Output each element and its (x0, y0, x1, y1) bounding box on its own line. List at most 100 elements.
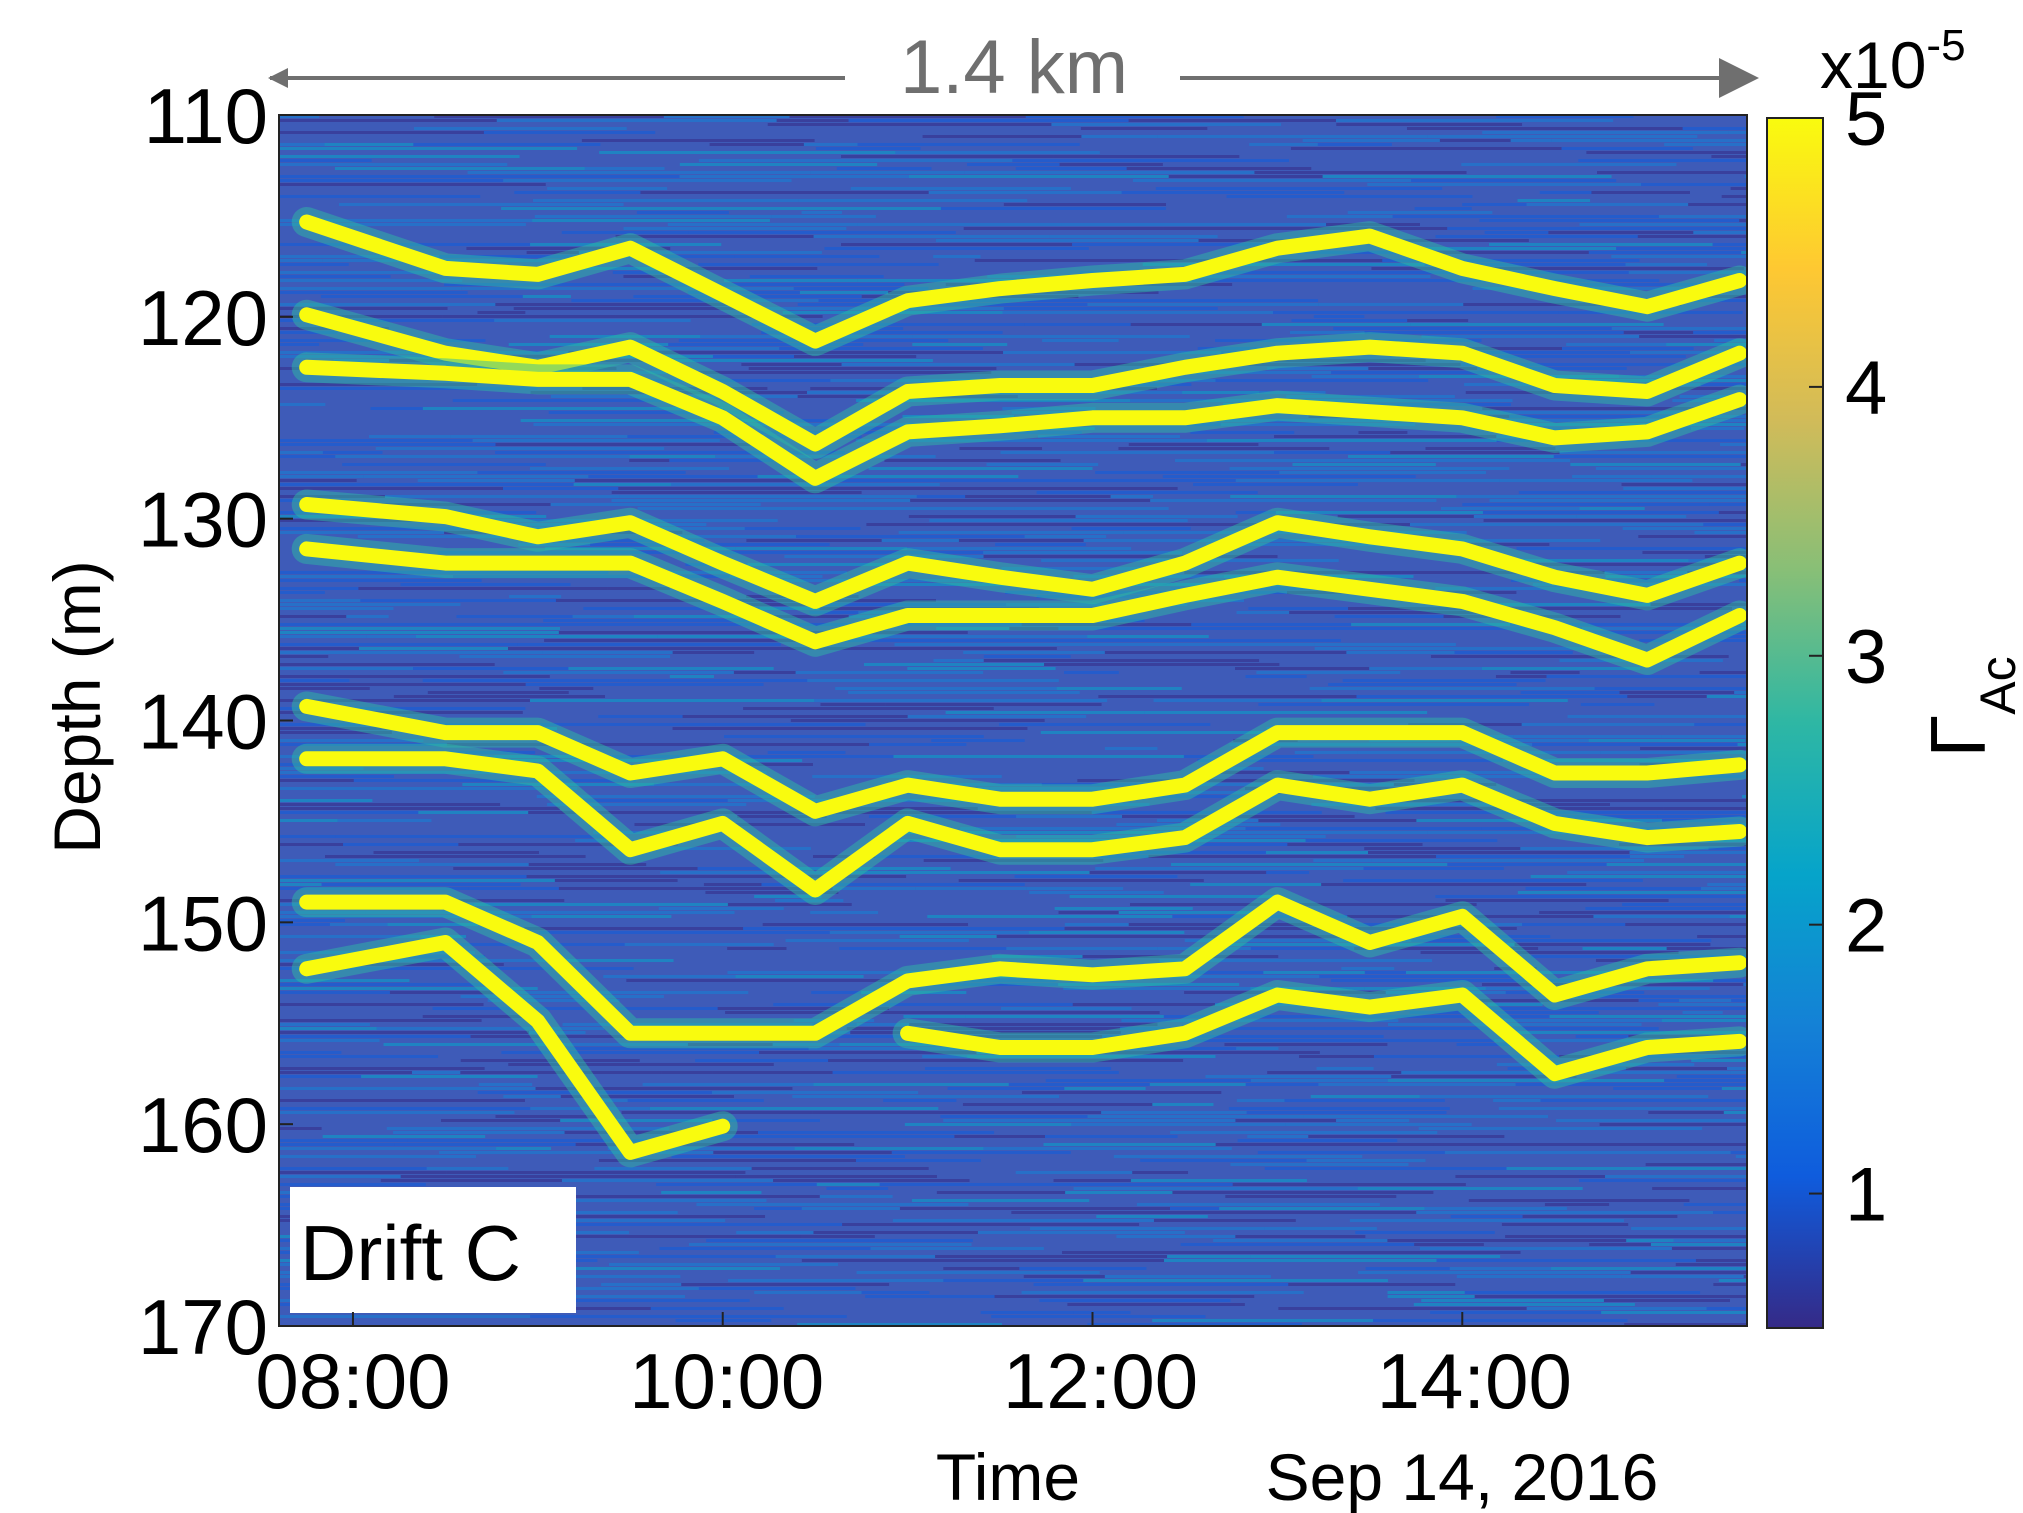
colorbar-subscript: Ac (1970, 656, 2023, 714)
heatmap-texture (1003, 203, 1167, 206)
heatmap-texture (550, 503, 761, 506)
heatmap-texture (1247, 1135, 1309, 1138)
heatmap-texture (1553, 1071, 1731, 1074)
heatmap-texture (943, 1279, 1084, 1282)
heatmap-texture (1026, 887, 1124, 890)
heatmap-texture (1622, 527, 1747, 530)
heatmap-texture (279, 1315, 531, 1318)
heatmap-texture (983, 555, 1278, 558)
heatmap-texture (1334, 615, 1444, 618)
heatmap-texture (501, 207, 701, 210)
heatmap-texture (1051, 123, 1282, 126)
heatmap-texture (803, 143, 858, 146)
heatmap-texture (801, 211, 842, 214)
heatmap-texture (1539, 911, 1747, 914)
heatmap-texture (1666, 343, 1747, 346)
heatmap-texture (1642, 551, 1747, 554)
heatmap-texture (279, 1099, 525, 1102)
heatmap-texture (793, 491, 862, 494)
heatmap-texture (1421, 335, 1640, 338)
heatmap-texture (1333, 327, 1612, 330)
heatmap-texture (417, 479, 575, 482)
heatmap-texture (669, 675, 715, 678)
heatmap-texture (400, 1175, 514, 1178)
heatmap-texture (1287, 843, 1423, 846)
heatmap-texture (1015, 167, 1127, 170)
heatmap-texture (1349, 1219, 1624, 1222)
heatmap-texture (1726, 1067, 1747, 1070)
heatmap-texture (1569, 227, 1747, 230)
y-tick-label: 160 (138, 1081, 268, 1169)
heatmap-texture (1152, 1103, 1214, 1106)
heatmap-texture (1626, 1239, 1674, 1242)
heatmap-texture (526, 251, 579, 254)
heatmap-texture (1479, 219, 1740, 222)
y-axis-label: Depth (m) (40, 560, 114, 853)
heatmap-texture (795, 671, 984, 674)
heatmap-texture (1625, 263, 1708, 266)
heatmap-texture (1229, 467, 1510, 470)
heatmap-texture (1190, 883, 1322, 886)
heatmap-texture (1664, 143, 1747, 146)
heatmap-texture (1553, 455, 1747, 458)
heatmap-texture (1295, 1211, 1417, 1214)
heatmap-texture (1392, 215, 1659, 218)
heatmap-texture (1081, 135, 1158, 138)
heatmap-texture (1319, 975, 1524, 978)
heatmap-texture (1014, 507, 1169, 510)
heatmap-texture (1449, 1267, 1552, 1270)
heatmap-texture (1267, 367, 1369, 370)
heatmap-texture (1509, 347, 1562, 350)
heatmap-texture (907, 667, 1056, 670)
heatmap-texture (958, 879, 1204, 882)
heatmap-texture (1104, 1275, 1271, 1278)
heatmap-texture (1064, 927, 1308, 930)
heatmap-texture (1382, 247, 1617, 250)
heatmap-texture (432, 1007, 718, 1010)
heatmap-texture (1087, 1323, 1302, 1326)
heatmap-texture (1164, 1259, 1437, 1262)
heatmap-texture (279, 655, 329, 658)
heatmap-texture (1021, 1291, 1304, 1294)
heatmap-texture (524, 1235, 801, 1238)
heatmap-texture (1597, 171, 1747, 174)
heatmap-texture (1484, 1019, 1662, 1022)
heatmap-texture (1699, 671, 1747, 674)
heatmap-texture (1250, 1255, 1501, 1258)
heatmap-texture (279, 819, 338, 822)
heatmap-texture (1658, 215, 1747, 218)
heatmap-texture (1650, 603, 1747, 606)
heatmap-texture (1493, 1099, 1541, 1102)
heatmap-texture (466, 247, 671, 250)
heatmap-texture (1116, 1235, 1236, 1238)
heatmap-texture (828, 1059, 1020, 1062)
heatmap-texture (1254, 171, 1467, 174)
heatmap-texture (735, 975, 864, 978)
heatmap-texture (1342, 679, 1546, 682)
heatmap-texture (1001, 567, 1187, 570)
heatmap-texture (422, 407, 723, 410)
heatmap-texture (734, 255, 880, 258)
heatmap-texture (1211, 363, 1461, 366)
heatmap-texture (1401, 1071, 1554, 1074)
heatmap-texture (529, 699, 815, 702)
heatmap-texture (924, 807, 978, 810)
heatmap-texture (688, 231, 956, 234)
heatmap-texture (1245, 1083, 1319, 1086)
heatmap-texture (1264, 1227, 1377, 1230)
heatmap-texture (1494, 1039, 1694, 1042)
heatmap-texture (1513, 283, 1747, 286)
heatmap-texture (1487, 1003, 1543, 1006)
heatmap-texture (279, 163, 508, 166)
heatmap-texture (848, 691, 1080, 694)
heatmap-texture (584, 167, 665, 170)
heatmap-texture (885, 703, 1102, 706)
heatmap-texture (1316, 1067, 1374, 1070)
heatmap-texture (1154, 1003, 1215, 1006)
heatmap-texture (1708, 847, 1747, 850)
heatmap-texture (1482, 511, 1719, 514)
heatmap-texture (1003, 307, 1218, 310)
heatmap-texture (1162, 475, 1416, 478)
heatmap-texture (1034, 299, 1319, 302)
